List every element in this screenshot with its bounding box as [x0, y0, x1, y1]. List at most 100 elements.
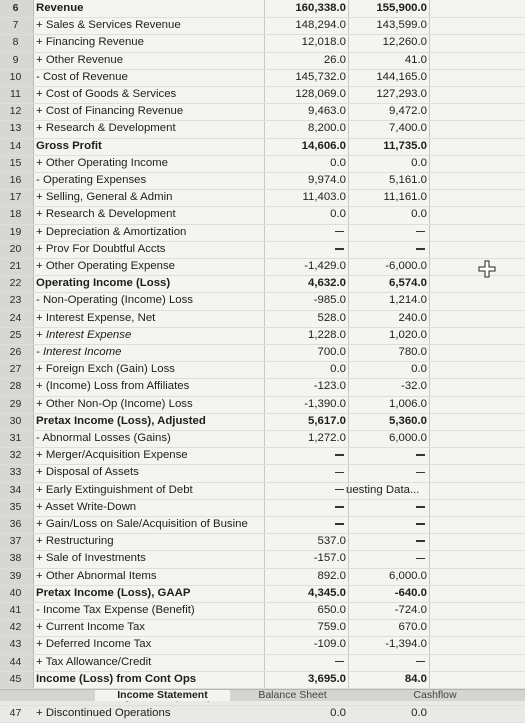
line-item-label[interactable]: + Other Operating Expense: [36, 260, 175, 272]
row-number[interactable]: 18: [9, 208, 22, 221]
value-cell-current[interactable]: 650.0: [317, 604, 346, 616]
row-number[interactable]: 17: [9, 191, 22, 204]
table-row[interactable]: 13 + Research & Development 8,200.0 7,400.0: [0, 120, 525, 139]
table-row[interactable]: 9 + Other Revenue 26.0 41.0: [0, 52, 525, 70]
value-cell-current[interactable]: 148,294.0: [295, 19, 346, 32]
line-item-label[interactable]: + Prov For Doubtful Accts: [36, 242, 166, 255]
value-cell-prior[interactable]: [350, 550, 427, 567]
table-row[interactable]: 47 + Discontinued Operations 0.0 0.0: [0, 705, 525, 723]
row-number[interactable]: 33: [9, 466, 22, 479]
line-item-label[interactable]: + Gain/Loss on Sale/Acquisition of Busin…: [36, 518, 248, 530]
value-cell-current[interactable]: 1,272.0: [307, 432, 346, 444]
line-item-label[interactable]: + (Income) Loss from Affiliates: [36, 380, 190, 393]
table-row[interactable]: 21 + Other Operating Expense -1,429.0 -6,00…: [0, 258, 525, 277]
value-cell-prior[interactable]: 144,165.0: [376, 70, 427, 83]
value-cell-prior[interactable]: [350, 224, 427, 241]
table-row[interactable]: 10 - Cost of Revenue 145,732.0 144,165.0: [0, 69, 525, 87]
value-cell-prior[interactable]: [350, 447, 427, 464]
value-cell-current[interactable]: [266, 482, 346, 499]
table-row[interactable]: 28 + (Income) Loss from Affiliates -123.0 -…: [0, 378, 525, 397]
value-cell-current[interactable]: 4,345.0: [307, 586, 346, 599]
line-item-label[interactable]: + Early Extinguishment of Debt: [36, 483, 193, 496]
value-cell-current[interactable]: 8,200.0: [307, 122, 346, 135]
line-item-label[interactable]: Income (Loss) from Cont Ops: [36, 672, 197, 685]
row-number[interactable]: 15: [9, 156, 22, 169]
value-cell-prior[interactable]: 0.0: [411, 208, 427, 221]
value-cell-prior[interactable]: -724.0: [394, 604, 427, 616]
table-row[interactable]: 23 - Non-Operating (Income) Loss -985.0 1,2…: [0, 292, 525, 311]
line-item-label[interactable]: + Restructuring: [36, 535, 114, 548]
table-row[interactable]: 39 + Other Abnormal Items 892.0 6,000.0: [0, 568, 525, 586]
value-cell-current[interactable]: 700.0: [317, 346, 346, 358]
tab-income-statement[interactable]: Income Statement: [95, 690, 230, 701]
line-item-label[interactable]: + Discontinued Operations: [36, 707, 171, 720]
row-number[interactable]: 39: [9, 569, 22, 582]
value-cell-current[interactable]: 1,228.0: [307, 328, 346, 341]
line-item-label[interactable]: Revenue: [36, 2, 84, 14]
table-row[interactable]: 36 + Gain/Loss on Sale/Acquisition of Bus…: [0, 516, 525, 535]
value-cell-current[interactable]: -123.0: [313, 380, 346, 393]
value-cell-prior[interactable]: 11,161.0: [383, 191, 428, 204]
value-cell-prior[interactable]: [350, 533, 427, 550]
line-item-label[interactable]: + Interest Expense, Net: [36, 311, 156, 324]
row-number[interactable]: 43: [9, 638, 22, 651]
value-cell-prior[interactable]: 84.0: [404, 672, 427, 685]
line-item-label[interactable]: + Sales & Services Revenue: [36, 19, 181, 32]
value-cell-current[interactable]: [266, 241, 346, 258]
value-cell-current[interactable]: -1,390.0: [304, 397, 346, 410]
line-item-label[interactable]: + Other Operating Income: [36, 156, 169, 169]
line-item-label[interactable]: + Other Revenue: [36, 53, 124, 66]
value-cell-current[interactable]: 892.0: [317, 569, 346, 582]
row-number[interactable]: 28: [9, 380, 22, 393]
value-cell-prior[interactable]: [350, 464, 427, 481]
value-cell-prior[interactable]: -32.0: [401, 380, 427, 393]
table-row[interactable]: 15 + Other Operating Income 0.0 0.0: [0, 155, 525, 173]
table-row[interactable]: 30 Pretax Income (Loss), Adjusted 5,617.0 5…: [0, 413, 525, 431]
value-cell-prior[interactable]: 6,000.0: [388, 569, 427, 582]
table-row[interactable]: 11 + Cost of Goods & Services 128,069.0 127…: [0, 86, 525, 105]
table-row[interactable]: 40 Pretax Income (Loss), GAAP 4,345.0 -640.…: [0, 585, 525, 603]
row-number[interactable]: 45: [9, 672, 22, 685]
row-number[interactable]: 44: [9, 655, 22, 668]
table-row[interactable]: 17 + Selling, General & Admin 11,403.0 11,1…: [0, 189, 525, 208]
line-item-label[interactable]: + Other Abnormal Items: [36, 569, 157, 582]
value-cell-current[interactable]: 4,632.0: [307, 277, 346, 290]
value-cell-prior[interactable]: 0.0: [411, 707, 427, 720]
table-row[interactable]: 37 + Restructuring 537.0: [0, 533, 525, 552]
row-number[interactable]: 41: [9, 604, 22, 616]
value-cell-prior[interactable]: 6,574.0: [388, 277, 427, 290]
value-cell-current[interactable]: -985.0: [313, 294, 346, 307]
value-cell-prior[interactable]: 670.0: [398, 621, 427, 634]
value-cell-current[interactable]: 9,463.0: [307, 105, 346, 118]
table-row[interactable]: 44 + Tax Allowance/Credit: [0, 654, 525, 672]
table-row[interactable]: 19 + Depreciation & Amortization: [0, 224, 525, 242]
value-cell-current[interactable]: 759.0: [317, 621, 346, 634]
table-row[interactable]: 31 - Abnormal Losses (Gains) 1,272.0 6,000.…: [0, 430, 525, 449]
value-cell-current[interactable]: 5,617.0: [307, 414, 346, 427]
row-number[interactable]: 21: [9, 260, 22, 272]
requesting-data-status[interactable]: uesting Data...: [346, 483, 420, 496]
row-number[interactable]: 20: [9, 242, 22, 255]
value-cell-current[interactable]: 26.0: [323, 53, 346, 66]
value-cell-current[interactable]: [266, 447, 346, 464]
row-number[interactable]: 19: [9, 225, 22, 238]
line-item-label[interactable]: + Cost of Financing Revenue: [36, 105, 184, 118]
line-item-label[interactable]: + Interest Expense: [36, 328, 132, 341]
row-number[interactable]: 22: [9, 277, 22, 290]
line-item-label[interactable]: + Current Income Tax: [36, 621, 145, 634]
line-item-label[interactable]: Operating Income (Loss): [36, 277, 171, 290]
row-number[interactable]: 7: [12, 19, 19, 32]
line-item-label[interactable]: Pretax Income (Loss), Adjusted: [36, 414, 206, 427]
value-cell-prior[interactable]: 9,472.0: [388, 105, 427, 118]
value-cell-current[interactable]: 145,732.0: [295, 70, 346, 83]
value-cell-prior[interactable]: [350, 516, 427, 533]
value-cell-prior[interactable]: -640.0: [394, 586, 427, 599]
table-row[interactable]: 20 + Prov For Doubtful Accts: [0, 241, 525, 259]
value-cell-prior[interactable]: 1,020.0: [388, 328, 427, 341]
value-cell-prior[interactable]: 12,260.0: [382, 36, 427, 49]
row-number[interactable]: 38: [9, 552, 22, 565]
line-item-label[interactable]: Pretax Income (Loss), GAAP: [36, 586, 191, 599]
table-row[interactable]: 38 + Sale of Investments -157.0: [0, 550, 525, 569]
line-item-label[interactable]: - Cost of Revenue: [36, 70, 128, 83]
